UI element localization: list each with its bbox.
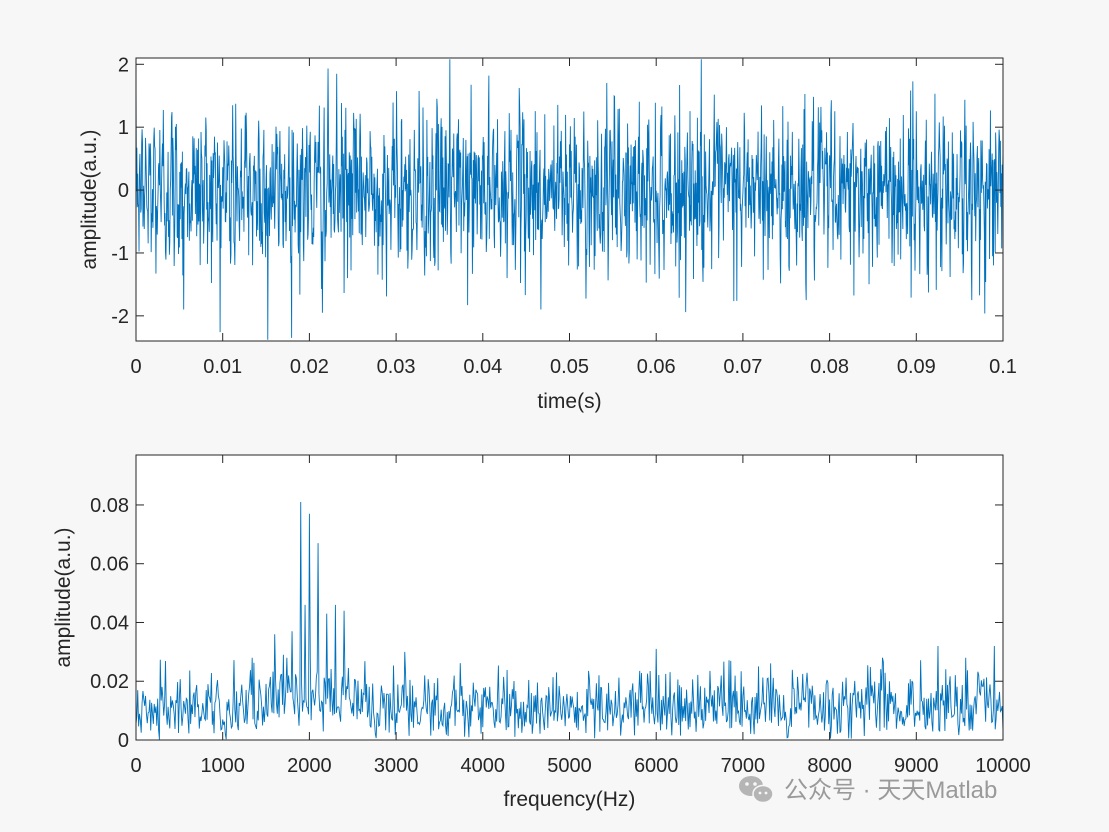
time-domain-plot: 0 0.01 0.02 0.03 0.04 0.05 0.06 0.07 0.08 0.09 0.1… [78, 54, 1017, 413]
x-tick-label: 1000 [200, 755, 245, 777]
y-tick-label: 0 [118, 730, 129, 752]
frequency-domain-plot: 0 1000 2000 3000 4000 5000 6000 7000 8000 9000 100… [52, 454, 1031, 811]
x-axis-ticks: 0 1000 2000 3000 4000 5000 6000 7000 8000 9000 100… [130, 455, 1031, 777]
y-tick-label: 2 [118, 54, 129, 76]
x-axis-title: time(s) [537, 390, 601, 413]
x-axis-title: frequency(Hz) [504, 788, 636, 811]
x-tick-label: 8000 [807, 755, 852, 777]
y-axis-title: amplitude(a.u.) [52, 527, 75, 667]
time-signal-line [135, 59, 1004, 340]
spectrum-series [135, 502, 1004, 740]
x-tick-label: 0.05 [550, 356, 589, 378]
x-tick-label: 4000 [461, 755, 506, 777]
time-signal-series [135, 59, 1004, 340]
x-tick-label: 6000 [634, 755, 679, 777]
x-tick-label: 2000 [287, 755, 332, 777]
spectrum-line [135, 502, 1004, 740]
x-tick-label: 0.1 [989, 356, 1017, 378]
x-tick-label: 5000 [547, 755, 592, 777]
y-axis-title: amplitude(a.u.) [78, 129, 101, 269]
y-tick-label: 0.08 [90, 495, 129, 517]
y-tick-label: -2 [111, 306, 129, 328]
wechat-icon [739, 776, 774, 804]
x-tick-label: 0 [130, 356, 141, 378]
x-tick-label: 0.02 [290, 356, 329, 378]
x-tick-label: 7000 [721, 755, 766, 777]
y-axis-ticks: -2 -1 0 1 2 [111, 54, 1003, 328]
y-tick-label: 0.06 [90, 554, 129, 576]
y-tick-label: 0.04 [90, 612, 129, 634]
x-tick-label: 0 [130, 755, 141, 777]
y-tick-label: 0.02 [90, 671, 129, 693]
x-tick-label: 0.07 [723, 356, 762, 378]
x-tick-label: 3000 [374, 755, 419, 777]
x-tick-label: 0.01 [203, 356, 242, 378]
x-axis-ticks: 0 0.01 0.02 0.03 0.04 0.05 0.06 0.07 0.08 0.09 0.1 [130, 58, 1017, 378]
y-tick-label: -1 [111, 243, 129, 265]
y-axis-ticks: 0 0.02 0.04 0.06 0.08 [90, 495, 1003, 752]
x-tick-label: 10000 [975, 755, 1031, 777]
y-tick-label: 0 [118, 180, 129, 202]
x-tick-label: 9000 [894, 755, 939, 777]
x-tick-label: 0.03 [377, 356, 416, 378]
watermark-text: 公众号 · 天天Matlab [784, 777, 997, 804]
y-tick-label: 1 [118, 117, 129, 139]
x-tick-label: 0.06 [637, 356, 676, 378]
x-tick-label: 0.08 [810, 356, 849, 378]
x-tick-label: 0.09 [897, 356, 936, 378]
watermark: 公众号 · 天天Matlab [739, 776, 997, 804]
x-tick-label: 0.04 [463, 356, 502, 378]
